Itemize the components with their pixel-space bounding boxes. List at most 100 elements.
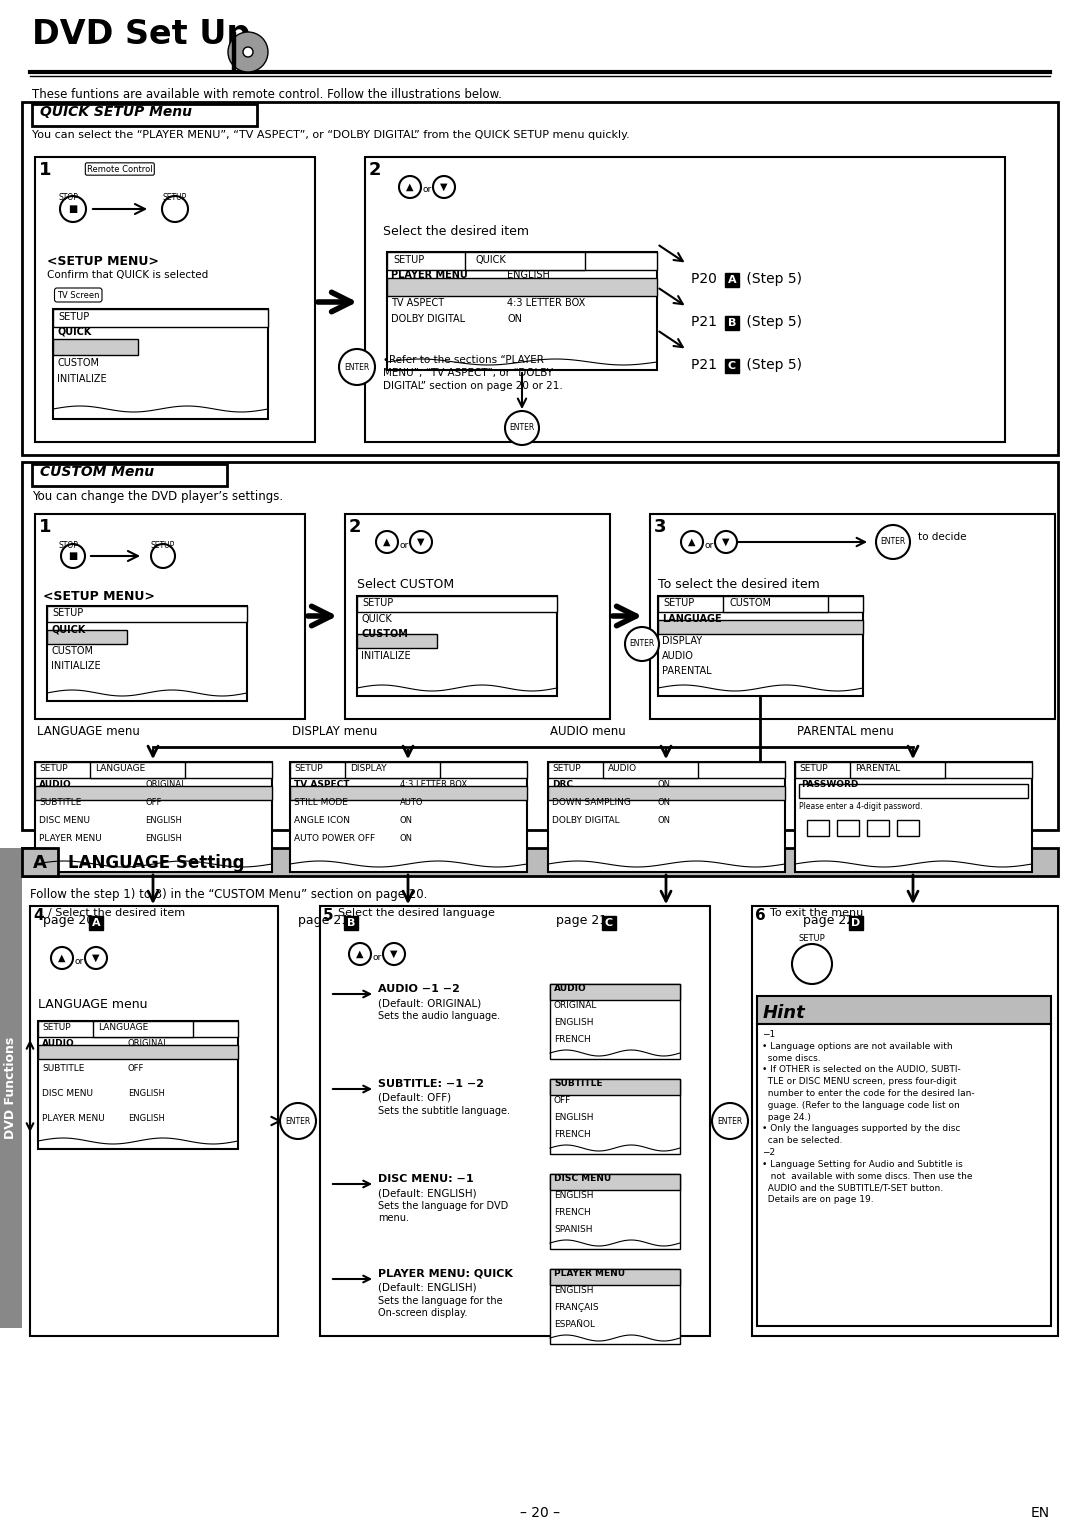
Text: SETUP: SETUP (163, 192, 187, 201)
Text: PARENTAL: PARENTAL (662, 665, 712, 676)
Bar (291, 761, 527, 778)
Text: ENTER: ENTER (880, 537, 906, 546)
Text: TV Screen: TV Screen (57, 290, 99, 299)
Text: ENGLISH: ENGLISH (554, 1018, 594, 1027)
Circle shape (162, 195, 188, 221)
Bar (725, 316, 739, 330)
Bar (387, 252, 657, 270)
Bar (48, 630, 127, 644)
Text: Select the desired item: Select the desired item (383, 224, 529, 238)
Text: <SETUP MENU>: <SETUP MENU> (48, 255, 159, 269)
Bar (22, 848, 1058, 876)
Text: ON: ON (400, 816, 413, 826)
Text: INITIALIZE: INITIALIZE (361, 652, 410, 661)
Bar (807, 819, 829, 836)
Text: TV ASPECT: TV ASPECT (294, 780, 350, 789)
Text: LANGUAGE menu: LANGUAGE menu (37, 725, 140, 739)
Text: ENGLISH: ENGLISH (507, 270, 550, 279)
Text: SUBTITLE: SUBTITLE (554, 1079, 603, 1088)
Text: QUICK SETUP Menu: QUICK SETUP Menu (40, 105, 192, 119)
Text: DOLBY DIGITAL: DOLBY DIGITAL (552, 816, 620, 826)
Bar (658, 597, 863, 612)
Bar (89, 916, 103, 929)
Text: ON: ON (507, 314, 522, 324)
Text: CUSTOM: CUSTOM (730, 598, 772, 607)
Bar (345, 761, 440, 778)
Text: ORIGINAL: ORIGINAL (129, 1039, 168, 1048)
Text: ▼: ▼ (417, 537, 424, 546)
Text: D: D (851, 919, 861, 928)
Circle shape (228, 32, 268, 72)
Circle shape (85, 948, 107, 969)
Text: or: or (75, 957, 83, 966)
Text: AUDIO: AUDIO (42, 1039, 75, 1048)
Text: Sets the language for DVD
menu.: Sets the language for DVD menu. (378, 1201, 509, 1224)
Text: EN: EN (1031, 1506, 1050, 1520)
Text: DISC MENU: DISC MENU (42, 1090, 93, 1099)
Text: ■: ■ (68, 551, 78, 562)
Text: 6: 6 (755, 908, 766, 923)
Circle shape (376, 531, 399, 552)
Text: SUBTITLE: SUBTITLE (42, 1064, 84, 1073)
Text: ▼: ▼ (441, 182, 448, 192)
Text: C: C (605, 919, 613, 928)
Text: DVD Set Up: DVD Set Up (32, 18, 251, 50)
Text: ENGLISH: ENGLISH (554, 1286, 594, 1296)
Bar (757, 996, 1051, 1024)
Text: You can select the “PLAYER MENU”, “TV ASPECT”, or “DOLBY DIGITAL” from the QUICK: You can select the “PLAYER MENU”, “TV AS… (32, 130, 630, 140)
Text: ENTER: ENTER (717, 1117, 743, 1126)
Circle shape (51, 948, 73, 969)
Text: SUBTITLE: −1 −2: SUBTITLE: −1 −2 (378, 1079, 484, 1090)
Text: PLAYER MENU: PLAYER MENU (554, 1270, 625, 1277)
Circle shape (339, 349, 375, 385)
Bar (550, 1173, 680, 1248)
Bar (837, 819, 859, 836)
Text: SETUP: SETUP (393, 255, 424, 266)
Text: (Default: OFF): (Default: OFF) (378, 1093, 451, 1103)
Text: ▼: ▼ (723, 537, 730, 546)
Bar (603, 761, 698, 778)
Bar (38, 1021, 238, 1149)
Text: (Default: ENGLISH): (Default: ENGLISH) (378, 1189, 476, 1198)
Bar (799, 784, 1028, 798)
Bar (548, 786, 785, 800)
Text: ENTER: ENTER (510, 424, 535, 432)
Text: or: or (400, 540, 408, 549)
Text: AUTO POWER OFF: AUTO POWER OFF (294, 835, 375, 842)
Text: Please enter a 4-digit password.: Please enter a 4-digit password. (799, 803, 922, 810)
Text: FRENCH: FRENCH (554, 1209, 591, 1218)
Bar (35, 157, 315, 443)
Text: FRENCH: FRENCH (554, 1129, 591, 1138)
Text: 4:3 LETTER BOX: 4:3 LETTER BOX (507, 298, 585, 308)
Text: ON: ON (658, 798, 671, 807)
Bar (602, 916, 616, 929)
Bar (550, 1079, 680, 1096)
Bar (550, 1270, 680, 1285)
Bar (357, 597, 557, 696)
Text: LANGUAGE: LANGUAGE (662, 613, 721, 624)
Text: DVD Functions: DVD Functions (4, 1036, 17, 1138)
Text: AUDIO: AUDIO (39, 780, 71, 789)
Text: 2: 2 (369, 162, 381, 179)
Text: LANGUAGE menu: LANGUAGE menu (38, 998, 148, 1012)
Bar (550, 1079, 680, 1154)
Text: DOWN SAMPLING: DOWN SAMPLING (552, 798, 631, 807)
Text: ORIGINAL: ORIGINAL (145, 780, 186, 789)
Circle shape (243, 47, 253, 56)
Text: PLAYER MENU: QUICK: PLAYER MENU: QUICK (378, 1270, 513, 1279)
Text: ▲: ▲ (406, 182, 414, 192)
Text: AUDIO menu: AUDIO menu (550, 725, 625, 739)
Text: ANGLE ICON: ANGLE ICON (294, 816, 350, 826)
Bar (658, 597, 863, 696)
Text: ▲: ▲ (356, 949, 364, 958)
Text: A: A (728, 275, 737, 285)
Text: 1: 1 (39, 162, 52, 179)
Text: AUDIO: AUDIO (608, 765, 637, 774)
Text: 5: 5 (323, 908, 334, 923)
Text: C: C (728, 362, 737, 371)
Circle shape (625, 627, 659, 661)
Bar (30, 906, 278, 1335)
Bar (723, 597, 828, 612)
Text: PLAYER MENU: PLAYER MENU (39, 835, 102, 842)
Text: Confirm that QUICK is selected: Confirm that QUICK is selected (48, 270, 208, 279)
